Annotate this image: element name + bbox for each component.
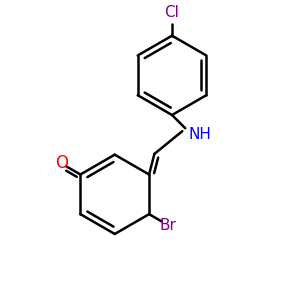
Text: O: O	[55, 154, 68, 172]
Text: NH: NH	[188, 127, 211, 142]
Text: Cl: Cl	[165, 4, 179, 20]
Text: Br: Br	[160, 218, 177, 233]
